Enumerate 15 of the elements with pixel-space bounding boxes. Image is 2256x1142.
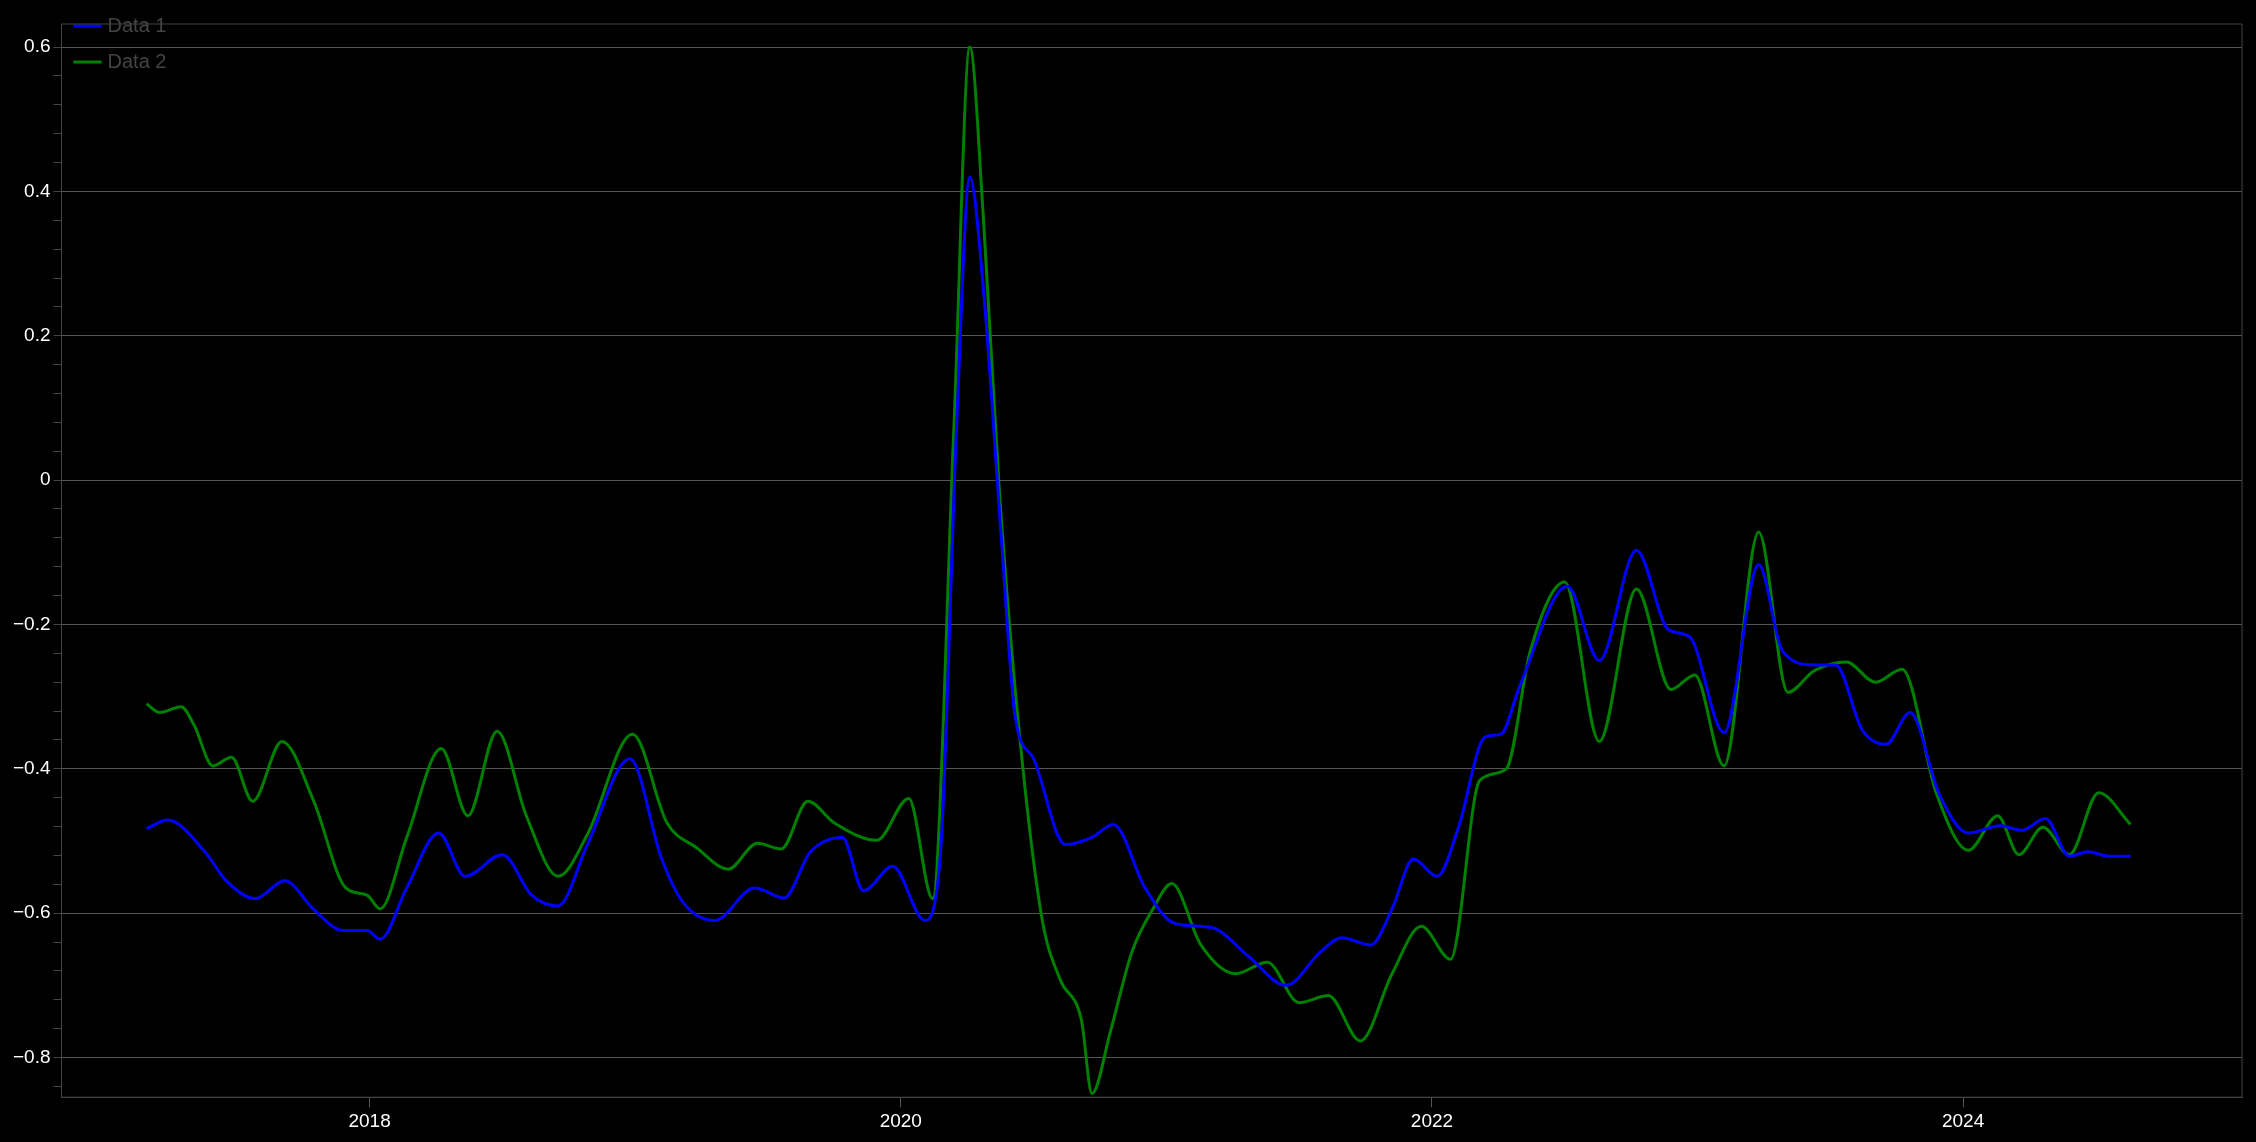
legend-label: Data 1 [107, 13, 167, 36]
x-tick-label: 2022 [1410, 1109, 1454, 1131]
line-series [145, 175, 2132, 987]
y-tick-label: −0.4 [12, 757, 51, 779]
y-tick-label: 0.4 [24, 179, 51, 201]
y-tick-label: 0.6 [24, 35, 51, 57]
y-tick-label: −0.2 [12, 612, 51, 634]
x-tick-label: 2020 [879, 1109, 922, 1131]
legend-label: Data 2 [107, 49, 167, 72]
y-tick-label: −0.6 [12, 901, 51, 923]
x-tick-label: 2018 [348, 1109, 391, 1131]
y-tick-label: 0.2 [24, 324, 51, 346]
y-tick-label: −0.8 [12, 1045, 51, 1067]
x-tick-label: 2024 [1941, 1109, 1985, 1131]
y-tick-label: 0 [39, 468, 51, 490]
